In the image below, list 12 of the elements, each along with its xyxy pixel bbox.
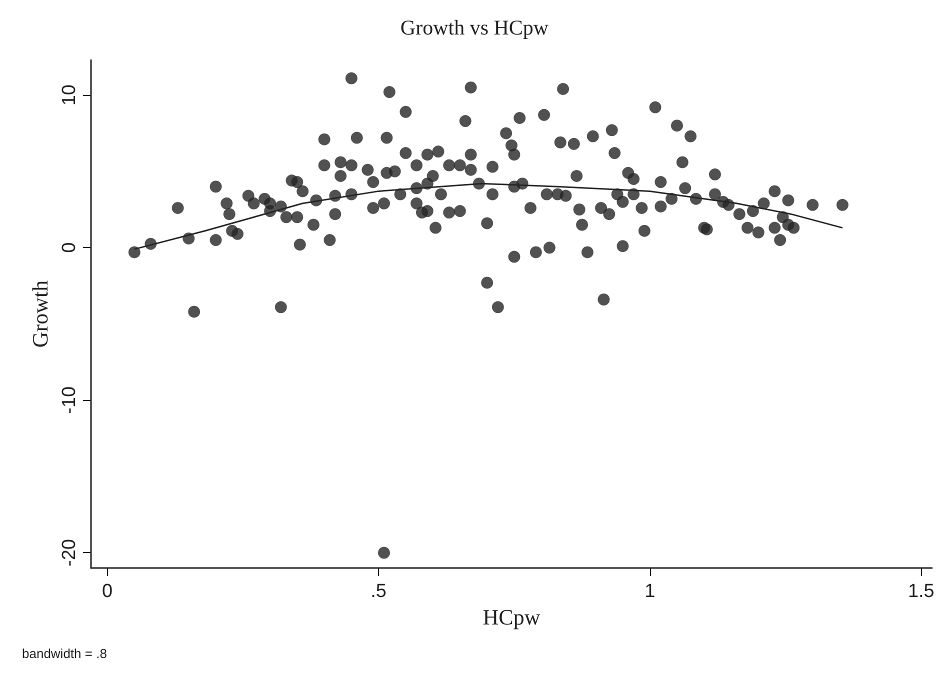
y-tick-label: -20: [59, 539, 80, 566]
y-tick-label: -10: [59, 386, 80, 414]
x-axis-title: HCpw: [482, 604, 540, 630]
x-tick-label: 1: [644, 581, 656, 602]
y-tick-label: 10: [59, 84, 80, 106]
y-tick-label: 0: [59, 242, 80, 253]
x-tick-label: 1.5: [908, 581, 934, 602]
y-axis-title: Growth: [28, 280, 52, 348]
x-tick-label: 0: [102, 581, 113, 602]
x-tick-label: .5: [370, 581, 386, 602]
text: bandwidth = .8: [22, 646, 107, 661]
chart-title: Growth vs HCpw: [400, 16, 550, 40]
